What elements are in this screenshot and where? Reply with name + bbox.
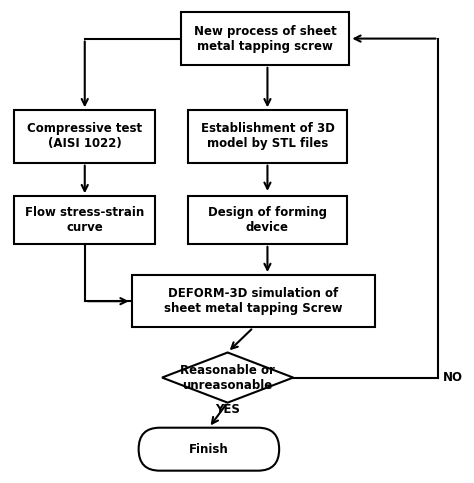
FancyBboxPatch shape — [188, 196, 347, 244]
Text: Reasonable or
unreasonable: Reasonable or unreasonable — [180, 364, 275, 392]
Text: Establishment of 3D
model by STL files: Establishment of 3D model by STL files — [201, 123, 334, 151]
FancyBboxPatch shape — [132, 275, 375, 327]
FancyBboxPatch shape — [188, 110, 347, 163]
Text: Design of forming
device: Design of forming device — [208, 206, 327, 234]
FancyBboxPatch shape — [15, 110, 155, 163]
Polygon shape — [162, 353, 293, 403]
Text: YES: YES — [215, 403, 240, 416]
Text: Flow stress-strain
curve: Flow stress-strain curve — [25, 206, 145, 234]
Text: Finish: Finish — [189, 443, 229, 455]
FancyBboxPatch shape — [138, 428, 279, 470]
FancyBboxPatch shape — [181, 13, 349, 65]
Text: Compressive test
(AISI 1022): Compressive test (AISI 1022) — [27, 123, 142, 151]
Text: New process of sheet
metal tapping screw: New process of sheet metal tapping screw — [194, 25, 337, 53]
FancyBboxPatch shape — [15, 196, 155, 244]
Text: DEFORM-3D simulation of
sheet metal tapping Screw: DEFORM-3D simulation of sheet metal tapp… — [164, 287, 343, 315]
Text: NO: NO — [443, 371, 463, 384]
